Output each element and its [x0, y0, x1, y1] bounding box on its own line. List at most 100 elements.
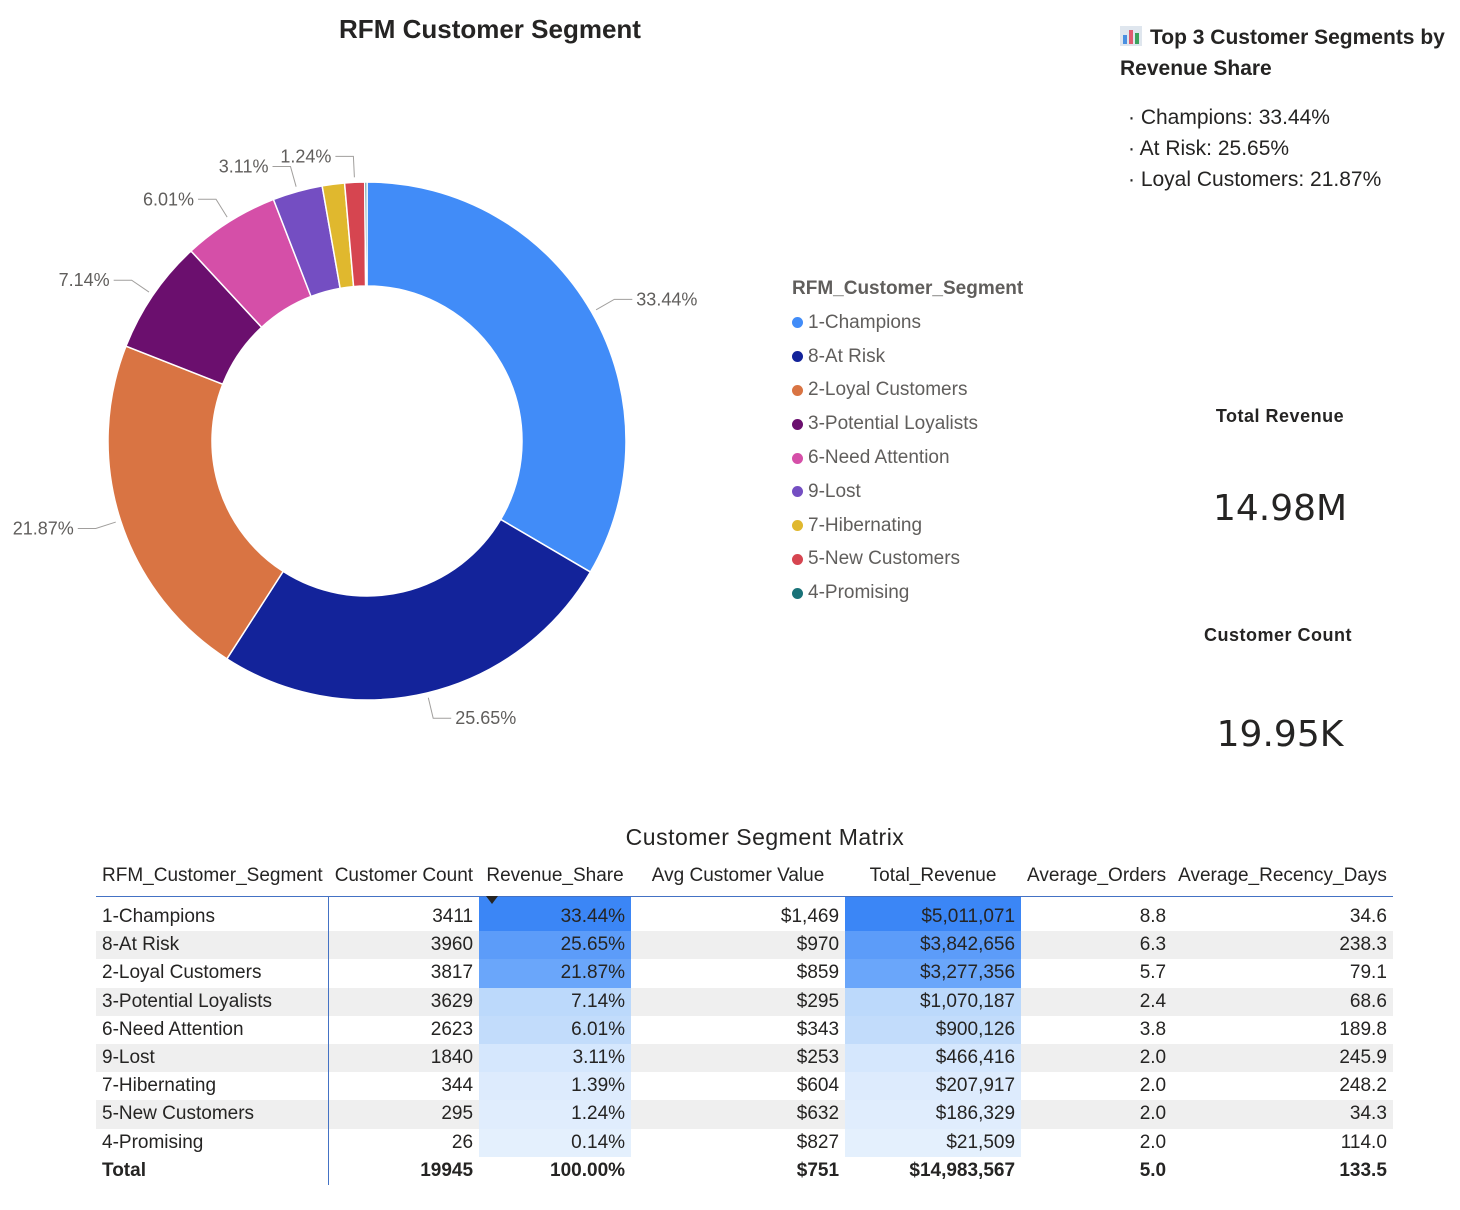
table-cell: $970 — [631, 931, 846, 960]
matrix-body: 1-Champions 3411 33.44% $1,469 $5,011,071 8.8… — [96, 896, 1393, 1185]
donut-leader-line — [113, 279, 150, 293]
legend-dot — [792, 587, 803, 599]
top3-list-item: · At Risk: 25.65% — [1128, 137, 1290, 160]
legend-label: 9-Lost — [808, 480, 861, 502]
table-cell: $604 — [796, 1075, 840, 1097]
legend-item[interactable]: 1-Champions — [792, 306, 1023, 340]
table-cell: 1.24% — [479, 1100, 632, 1129]
col-header-segment[interactable]: RFM_Customer_Segment — [96, 856, 329, 897]
table-cell: $343 — [796, 1018, 840, 1040]
legend-item[interactable]: 2-Loyal Customers — [792, 374, 1023, 408]
donut-slice-2-loyal-customers[interactable] — [107, 345, 285, 660]
col-header-average-recency-days[interactable]: Average_Recency_Days — [1172, 856, 1393, 897]
col-header-revenue-share[interactable]: Revenue_Share — [479, 856, 632, 904]
legend-label: 1-Champions — [808, 311, 921, 333]
legend-dot — [792, 452, 803, 464]
table-cell-segment: 2-Loyal Customers — [96, 959, 330, 988]
table-cell: $3,842,656 — [845, 931, 1022, 960]
donut-leader-line — [272, 165, 297, 187]
donut-slice-8-at-risk[interactable] — [225, 518, 592, 701]
table-cell: 2.0 — [1021, 1043, 1173, 1073]
donut-data-label: 25.65% — [455, 708, 516, 728]
table-cell: 344 — [441, 1075, 474, 1097]
col-header-customer-count[interactable]: Customer Count — [328, 856, 480, 897]
table-cell: 2.4 — [1021, 987, 1173, 1016]
table-cell: 3629 — [328, 987, 480, 1016]
table-cell: $295 — [631, 987, 846, 1016]
donut-chart-title: RFM Customer Segment — [339, 14, 641, 44]
segment-matrix-table: RFM_Customer_Segment Customer Count Reve… — [96, 856, 1393, 1185]
donut-data-label: 21.87% — [13, 519, 74, 539]
legend-label: 8-At Risk — [808, 345, 886, 367]
legend-dot — [792, 317, 803, 329]
customer-count-label: Customer Count — [1204, 625, 1352, 645]
legend-dot — [792, 553, 803, 565]
total-revenue-value: 14.98M — [1212, 488, 1348, 529]
matrix-header-row: RFM_Customer_Segment Customer Count Reve… — [96, 856, 1393, 904]
table-cell: 21.87% — [479, 959, 632, 988]
donut-slice-4-promising[interactable] — [363, 181, 368, 287]
legend-label: 5-New Customers — [808, 548, 961, 570]
table-cell: 19945 — [420, 1159, 474, 1181]
table-cell: 238.3 — [1172, 931, 1393, 960]
table-cell: 2623 — [430, 1018, 474, 1040]
donut-data-label: 3.11% — [219, 156, 269, 176]
table-cell: 34.3 — [1172, 1100, 1393, 1129]
table-cell: $1,070,187 — [845, 987, 1022, 1016]
donut-leader-line — [198, 198, 228, 218]
donut-data-label: 33.44% — [636, 289, 697, 309]
table-cell: $3,277,356 — [845, 959, 1022, 988]
table-cell: 34.6 — [1349, 906, 1387, 928]
table-cell: $859 — [796, 962, 840, 984]
table-row: 7-Hibernating 344 1.39% $604 $207,917 2.0 248.… — [96, 1072, 1393, 1101]
donut-leader-line — [595, 298, 633, 311]
legend-item[interactable]: 3-Potential Loyalists — [792, 407, 1023, 441]
table-cell: 3.8 — [1139, 1018, 1167, 1040]
table-cell: 6.01% — [479, 1015, 632, 1044]
bar-chart-icon — [1120, 26, 1142, 46]
table-cell-segment: 6-Need Attention — [96, 1015, 330, 1044]
legend-label: 3-Potential Loyalists — [808, 413, 979, 435]
table-cell: 5.0 — [1139, 1159, 1167, 1181]
legend-item[interactable]: 9-Lost — [792, 475, 1023, 509]
table-cell: $900,126 — [845, 1015, 1022, 1044]
table-cell: 0.14% — [479, 1128, 632, 1157]
donut-legend: RFM_Customer_Segment 1-Champions 8-At Ris… — [792, 278, 1023, 610]
col-header-average-orders[interactable]: Average_Orders — [1021, 856, 1173, 897]
table-cell: $1,469 — [780, 906, 840, 928]
col-header-total-revenue[interactable]: Total_Revenue — [845, 856, 1022, 897]
legend-item[interactable]: 8-At Risk — [792, 340, 1023, 374]
donut-leader-line — [335, 155, 355, 178]
table-cell: $253 — [631, 1043, 846, 1073]
table-cell: 2.0 — [1139, 1075, 1167, 1097]
table-row: 5-New Customers 295 1.24% $632 $186,329 2.0 34… — [96, 1100, 1393, 1129]
donut-slice-1-champions[interactable] — [366, 181, 627, 574]
customer-count-value: 19.95K — [1216, 714, 1344, 755]
table-row: 2-Loyal Customers 3817 21.87% $859 $3,277,35… — [96, 959, 1393, 988]
top3-card: Top 3 Customer Segments by Revenue Share… — [1120, 22, 1450, 195]
legend-item[interactable]: 7-Hibernating — [792, 509, 1023, 543]
table-cell: 248.2 — [1339, 1075, 1387, 1097]
total-revenue-label: Total Revenue — [1215, 406, 1345, 426]
table-cell-segment: 5-New Customers — [96, 1100, 330, 1129]
col-header-revenue-share-text: Revenue_Share — [486, 865, 624, 886]
table-cell: 295 — [328, 1100, 480, 1129]
table-row: 8-At Risk 3960 25.65% $970 $3,842,656 6.3 238.… — [96, 931, 1393, 960]
table-cell: 68.6 — [1172, 987, 1393, 1016]
col-header-avg-customer-value[interactable]: Avg Customer Value — [631, 856, 846, 897]
table-cell: $632 — [631, 1100, 846, 1129]
top3-list: · Champions: 33.44% · At Risk: 25.65% · Lo… — [1128, 102, 1450, 195]
table-cell-segment: 4-Promising — [96, 1128, 330, 1157]
legend-item[interactable]: 5-New Customers — [792, 543, 1023, 577]
legend-item[interactable]: 4-Promising — [792, 576, 1023, 610]
table-cell: 245.9 — [1172, 1043, 1393, 1073]
donut-chart[interactable]: 33.44% 25.65% 21.87% 7.14% 6.01% 3.11% 1.24% — [0, 100, 800, 780]
table-cell: $14,983,567 — [909, 1159, 1016, 1181]
table-cell-segment: Total — [96, 1156, 330, 1185]
table-cell: 3411 — [432, 906, 474, 928]
matrix-title: Customer Segment Matrix — [625, 824, 905, 850]
table-cell: $207,917 — [845, 1072, 1022, 1101]
table-cell: 1840 — [328, 1043, 480, 1073]
legend-item[interactable]: 6-Need Attention — [792, 441, 1023, 475]
table-cell: 3817 — [430, 962, 474, 984]
